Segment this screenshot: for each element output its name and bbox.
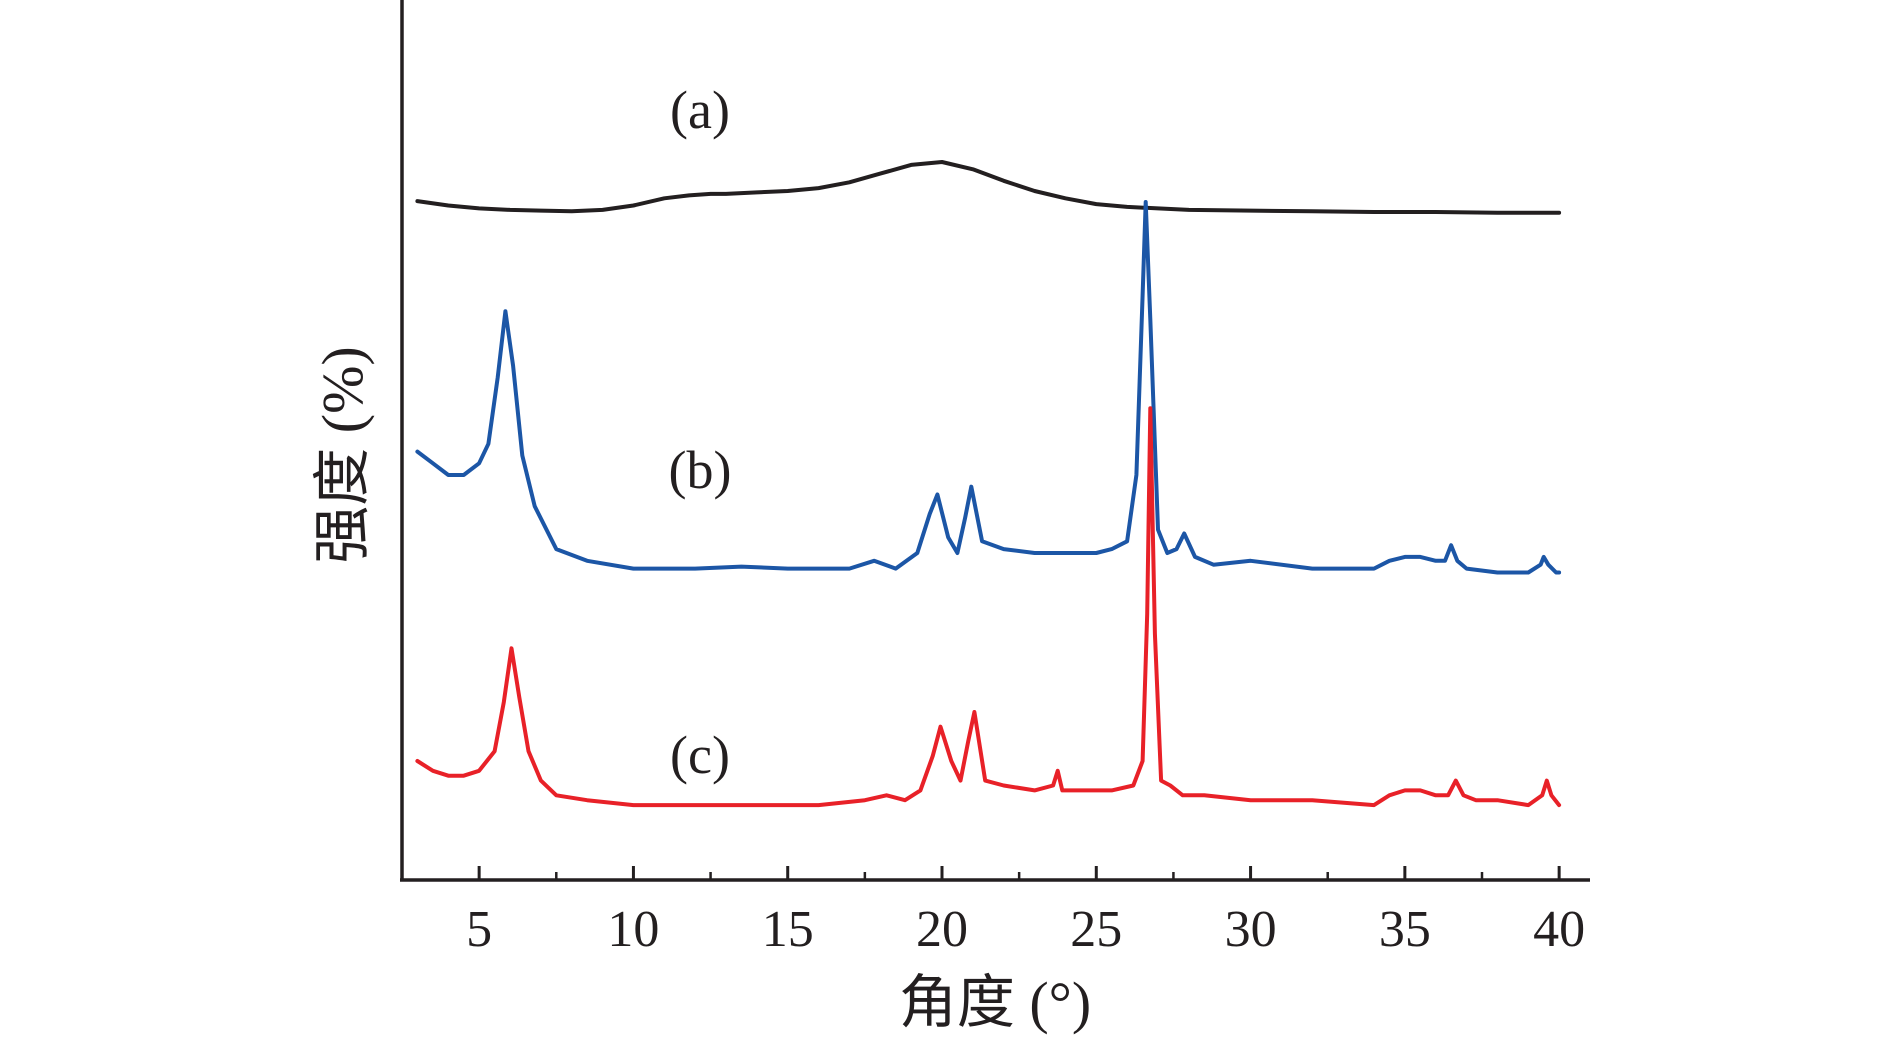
x-tick-label: 25: [1070, 901, 1122, 958]
x-tick-label: 10: [607, 901, 659, 958]
series-label-c: (c): [670, 725, 730, 785]
series-line-b: [415, 200, 1562, 575]
x-tick-label: 5: [466, 901, 492, 958]
series-line-c: [415, 406, 1562, 808]
x-axis-title: 角度 (°): [899, 970, 1091, 1035]
x-tick-label: 35: [1379, 901, 1431, 958]
x-tick-label: 20: [916, 901, 968, 958]
series-line-a: [415, 160, 1562, 215]
x-tick-label: 40: [1533, 901, 1585, 958]
x-tick-label: 15: [762, 901, 814, 958]
x-ticks: 5 10 15 20 25 30 35 40: [466, 866, 1585, 958]
series-label-b: (b): [669, 440, 732, 500]
series-label-a: (a): [670, 80, 730, 140]
plot-area: 5 10 15 20 25 30 35 40 (a) (b) (c): [400, 0, 1590, 958]
series-layer: [415, 160, 1562, 808]
series-labels: (a) (b) (c): [669, 80, 732, 785]
x-tick-label: 30: [1225, 901, 1277, 958]
y-axis-title: 强度 (%): [310, 346, 375, 563]
